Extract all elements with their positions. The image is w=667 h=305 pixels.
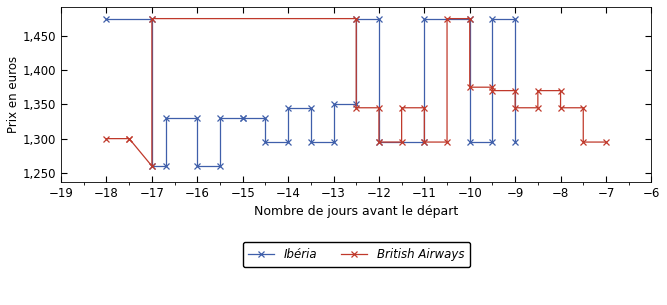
Ibéria <box>352 102 360 106</box>
British Airways <box>579 140 587 144</box>
British Airways <box>443 17 451 20</box>
British Airways <box>443 140 451 144</box>
British Airways <box>420 140 428 144</box>
Ibéria <box>329 102 338 106</box>
British Airways <box>511 89 519 92</box>
Ibéria <box>307 106 315 109</box>
Ibéria <box>466 17 474 20</box>
Ibéria <box>466 140 474 144</box>
Ibéria <box>284 106 292 109</box>
British Airways <box>556 106 564 109</box>
British Airways <box>488 85 496 89</box>
Legend: Ibéria, British Airways: Ibéria, British Airways <box>243 242 470 267</box>
British Airways <box>125 137 133 141</box>
Ibéria <box>239 116 247 120</box>
British Airways <box>534 106 542 109</box>
British Airways <box>375 106 383 109</box>
Ibéria <box>261 116 269 120</box>
British Airways <box>352 106 360 109</box>
British Airways <box>602 140 610 144</box>
Ibéria <box>193 116 201 120</box>
Ibéria <box>375 17 383 20</box>
British Airways <box>488 89 496 92</box>
Ibéria <box>329 140 338 144</box>
British Airways <box>534 89 542 92</box>
British Airways <box>511 106 519 109</box>
Ibéria <box>511 17 519 20</box>
Ibéria <box>148 164 156 168</box>
British Airways <box>556 89 564 92</box>
British Airways <box>352 17 360 20</box>
Line: British Airways: British Airways <box>103 16 609 169</box>
Ibéria <box>488 17 496 20</box>
Ibéria <box>420 140 428 144</box>
British Airways <box>398 140 406 144</box>
British Airways <box>148 17 156 20</box>
Ibéria <box>284 140 292 144</box>
X-axis label: Nombre de jours avant le départ: Nombre de jours avant le départ <box>254 205 458 218</box>
Ibéria <box>488 140 496 144</box>
British Airways <box>466 17 474 20</box>
Ibéria <box>161 164 169 168</box>
Ibéria <box>216 116 224 120</box>
Ibéria <box>511 140 519 144</box>
British Airways <box>148 164 156 168</box>
British Airways <box>375 140 383 144</box>
Line: Ibéria: Ibéria <box>103 16 518 169</box>
Ibéria <box>420 17 428 20</box>
British Airways <box>420 106 428 109</box>
British Airways <box>579 106 587 109</box>
Ibéria <box>375 140 383 144</box>
Y-axis label: Prix en euros: Prix en euros <box>7 56 20 133</box>
Ibéria <box>193 164 201 168</box>
Ibéria <box>148 17 156 20</box>
British Airways <box>125 137 133 141</box>
Ibéria <box>239 116 247 120</box>
British Airways <box>103 137 111 141</box>
Ibéria <box>352 17 360 20</box>
Ibéria <box>161 116 169 120</box>
British Airways <box>466 85 474 89</box>
Ibéria <box>307 140 315 144</box>
Ibéria <box>216 164 224 168</box>
British Airways <box>398 106 406 109</box>
Ibéria <box>103 17 111 20</box>
Ibéria <box>261 140 269 144</box>
